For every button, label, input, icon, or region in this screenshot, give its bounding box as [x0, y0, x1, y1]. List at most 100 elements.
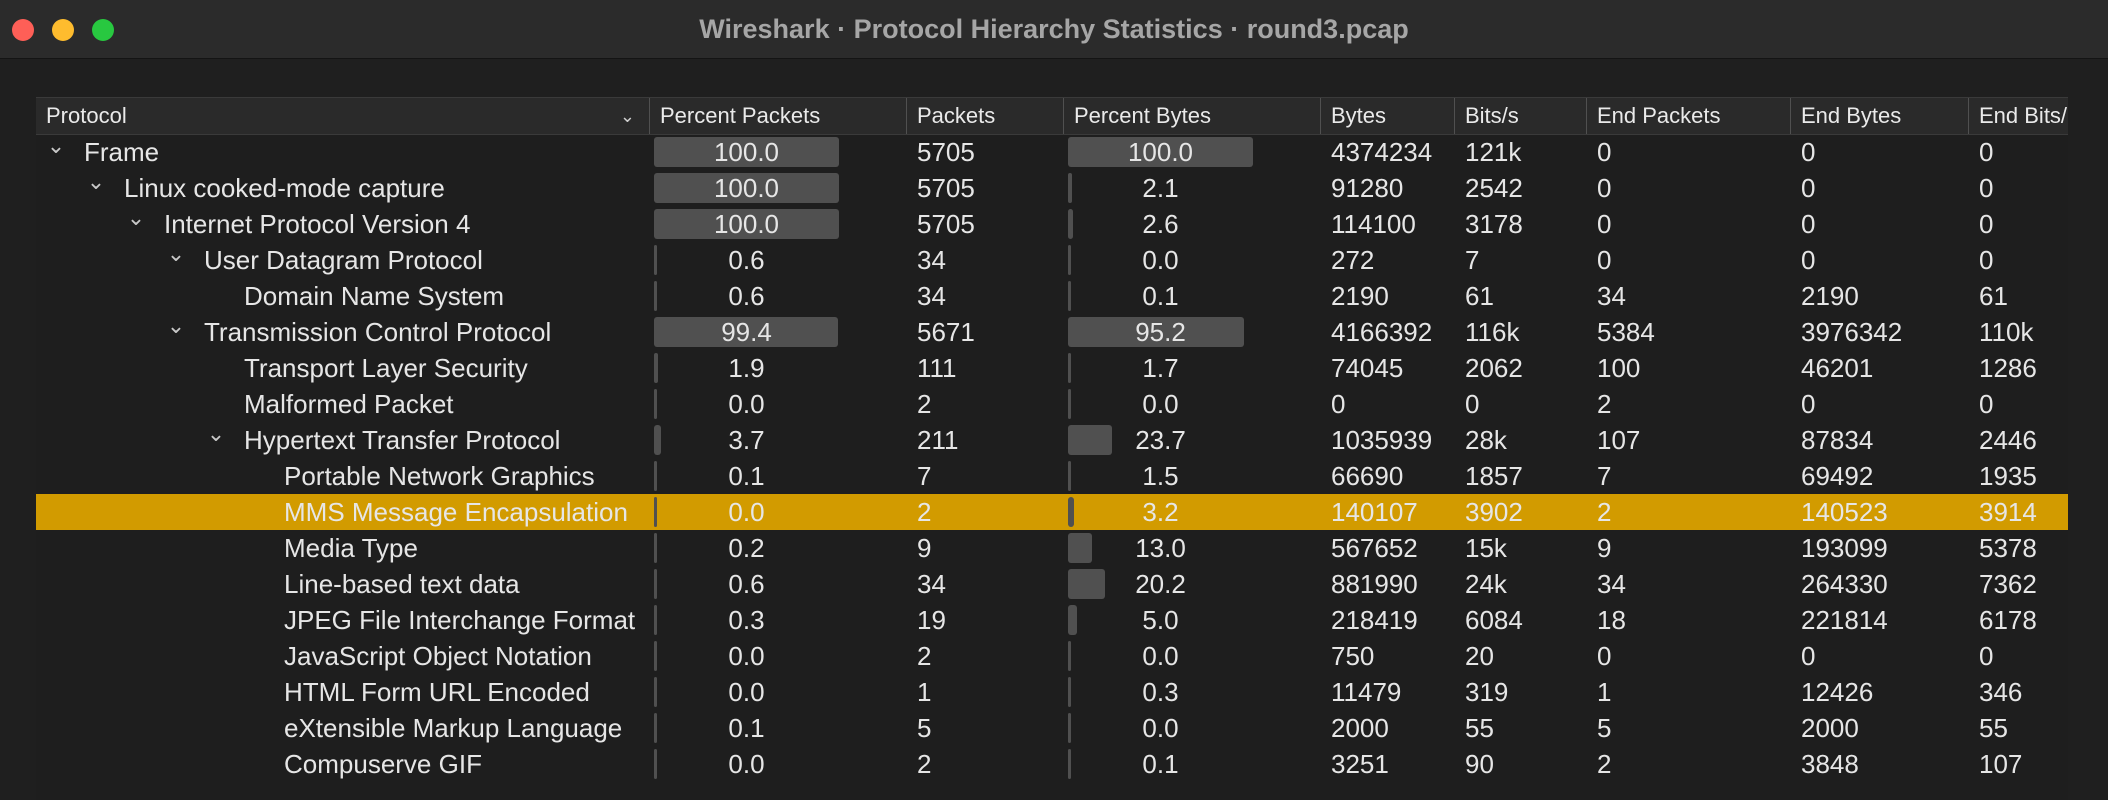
end-packets-cell: 34: [1597, 569, 1626, 599]
bytes-cell: 140107: [1331, 497, 1418, 527]
table-row[interactable]: MMS Message Encapsulation 0.0 2 3.2 140107 39…: [36, 494, 2068, 530]
column-header-end-packets[interactable]: End Packets: [1587, 98, 1791, 134]
percent-bar: [1068, 461, 1071, 491]
column-header-bytes[interactable]: Bytes: [1321, 98, 1455, 134]
end-packets-cell: 0: [1597, 209, 1612, 239]
end-bytes-cell: 0: [1801, 389, 1816, 419]
percent-bar: [1068, 245, 1071, 275]
column-header-label: Bits/s: [1465, 103, 1519, 128]
protocol-cell: Domain Name System: [36, 278, 650, 314]
protocol-cell: ⌄ Linux cooked-mode capture: [36, 170, 650, 206]
percent-bytes-cell: 20.2: [1064, 566, 1321, 602]
packets-cell: 34: [917, 245, 946, 275]
protocol-cell: ⌄ Frame: [36, 134, 650, 170]
title-bar[interactable]: Wireshark · Protocol Hierarchy Statistic…: [0, 0, 2108, 59]
table-header: Protocol ⌄ Percent Packets Packets Perce…: [36, 97, 2068, 135]
protocol-cell: JavaScript Object Notation: [36, 638, 650, 674]
percent-bytes-cell: 0.3: [1064, 674, 1321, 710]
table-row[interactable]: JPEG File Interchange Format 0.3 19 5.0 2184…: [36, 602, 2068, 638]
protocol-cell: Transport Layer Security: [36, 350, 650, 386]
percent-value: 100.0: [713, 137, 780, 167]
table-row[interactable]: ⌄ User Datagram Protocol 0.6 34 0.0 272 7 0 0 0: [36, 242, 2068, 278]
table-row[interactable]: eXtensible Markup Language 0.1 5 0.0 2000 55 5…: [36, 710, 2068, 746]
percent-packets-cell: 0.6: [650, 242, 907, 278]
protocol-cell: ⌄ Internet Protocol Version 4: [36, 206, 650, 242]
percent-value: 0.2: [728, 533, 765, 563]
bits-per-second-cell: 90: [1465, 749, 1494, 779]
chevron-down-icon[interactable]: ⌄: [166, 242, 186, 266]
percent-value: 0.0: [728, 749, 765, 779]
protocol-name: Line-based text data: [284, 569, 520, 599]
table-row[interactable]: Media Type 0.2 9 13.0 567652 15k 9 193099 5378: [36, 530, 2068, 566]
end-packets-cell: 0: [1597, 137, 1612, 167]
percent-value: 0.1: [1142, 281, 1179, 311]
bits-per-second-cell: 3178: [1465, 209, 1523, 239]
end-bytes-cell: 2000: [1801, 713, 1859, 743]
percent-packets-cell: 3.7: [650, 422, 907, 458]
end-bytes-cell: 69492: [1801, 461, 1874, 491]
table-row[interactable]: HTML Form URL Encoded 0.0 1 0.3 11479 319 1 124…: [36, 674, 2068, 710]
percent-bar: [1068, 281, 1071, 311]
protocol-cell: ⌄ Transmission Control Protocol: [36, 314, 650, 350]
end-bytes-cell: 2190: [1801, 281, 1859, 311]
percent-value: 0.0: [728, 641, 765, 671]
table-row[interactable]: Domain Name System 0.6 34 0.1 2190 61 34 2190 61: [36, 278, 2068, 314]
percent-packets-cell: 0.1: [650, 458, 907, 494]
percent-packets-cell: 0.6: [650, 566, 907, 602]
packets-cell: 5705: [917, 209, 975, 239]
table-row[interactable]: ⌄ Hypertext Transfer Protocol 3.7 211 23.7 10…: [36, 422, 2068, 458]
column-header-bits-per-second[interactable]: Bits/s: [1455, 98, 1587, 134]
end-bytes-cell: 0: [1801, 245, 1816, 275]
table-row[interactable]: Line-based text data 0.6 34 20.2 881990 24k 34…: [36, 566, 2068, 602]
end-bits-cell: 346: [1979, 677, 2023, 707]
end-bits-cell: 0: [1979, 245, 1994, 275]
percent-packets-cell: 0.3: [650, 602, 907, 638]
table-row[interactable]: Malformed Packet 0.0 2 0.0 0 0 2 0 0: [36, 386, 2068, 422]
percent-bytes-cell: 1.5: [1064, 458, 1321, 494]
table-row[interactable]: Compuserve GIF 0.0 2 0.1 3251 90 2 3848 107: [36, 746, 2068, 782]
column-header-packets[interactable]: Packets: [907, 98, 1064, 134]
percent-value: 0.3: [728, 605, 765, 635]
bits-per-second-cell: 61: [1465, 281, 1494, 311]
percent-bar: [654, 317, 838, 347]
end-bits-cell: 7362: [1979, 569, 2037, 599]
protocol-name: JPEG File Interchange Format: [284, 605, 636, 635]
percent-bar: [1068, 137, 1253, 167]
percent-bar: [654, 389, 657, 419]
percent-bar: [654, 641, 657, 671]
column-header-end-bytes[interactable]: End Bytes: [1791, 98, 1969, 134]
chevron-down-icon[interactable]: ⌄: [166, 314, 186, 338]
column-header-end-bits[interactable]: End Bits/: [1969, 98, 2068, 134]
chevron-down-icon[interactable]: ⌄: [86, 170, 106, 194]
chevron-down-icon[interactable]: ⌄: [619, 106, 635, 126]
chevron-down-icon[interactable]: ⌄: [46, 134, 66, 158]
minimize-window-button[interactable]: [52, 19, 74, 41]
column-header-percent-bytes[interactable]: Percent Bytes: [1064, 98, 1321, 134]
chevron-down-icon[interactable]: ⌄: [206, 422, 226, 446]
end-bytes-cell: 87834: [1801, 425, 1874, 455]
packets-cell: 2: [917, 497, 932, 527]
percent-bytes-cell: 0.1: [1064, 746, 1321, 782]
percent-bar: [654, 497, 657, 527]
table-row[interactable]: ⌄ Linux cooked-mode capture 100.0 5705 2.1 91…: [36, 170, 2068, 206]
table-row[interactable]: Transport Layer Security 1.9 111 1.7 74045 20…: [36, 350, 2068, 386]
protocol-name: Transmission Control Protocol: [204, 317, 552, 347]
close-window-button[interactable]: [12, 19, 34, 41]
table-row[interactable]: Portable Network Graphics 0.1 7 1.5 66690 185…: [36, 458, 2068, 494]
table-row[interactable]: ⌄ Frame 100.0 5705 100.0 4374234 121k 0 0 0: [36, 134, 2068, 170]
percent-packets-cell: 0.0: [650, 746, 907, 782]
bits-per-second-cell: 24k: [1465, 569, 1507, 599]
table-row[interactable]: JavaScript Object Notation 0.0 2 0.0 750 20 0 0…: [36, 638, 2068, 674]
percent-value: 3.2: [1142, 497, 1179, 527]
protocol-name: Portable Network Graphics: [284, 461, 595, 491]
column-header-label: Packets: [917, 103, 996, 128]
column-header-percent-packets[interactable]: Percent Packets: [650, 98, 907, 134]
protocol-hierarchy-table[interactable]: Protocol ⌄ Percent Packets Packets Perce…: [36, 97, 2068, 800]
zoom-window-button[interactable]: [92, 19, 114, 41]
table-row[interactable]: ⌄ Transmission Control Protocol 99.4 5671 95…: [36, 314, 2068, 350]
bits-per-second-cell: 55: [1465, 713, 1494, 743]
column-header-protocol[interactable]: Protocol ⌄: [36, 98, 650, 134]
end-packets-cell: 0: [1597, 245, 1612, 275]
chevron-down-icon[interactable]: ⌄: [126, 206, 146, 230]
table-row[interactable]: ⌄ Internet Protocol Version 4 100.0 5705 2.6…: [36, 206, 2068, 242]
